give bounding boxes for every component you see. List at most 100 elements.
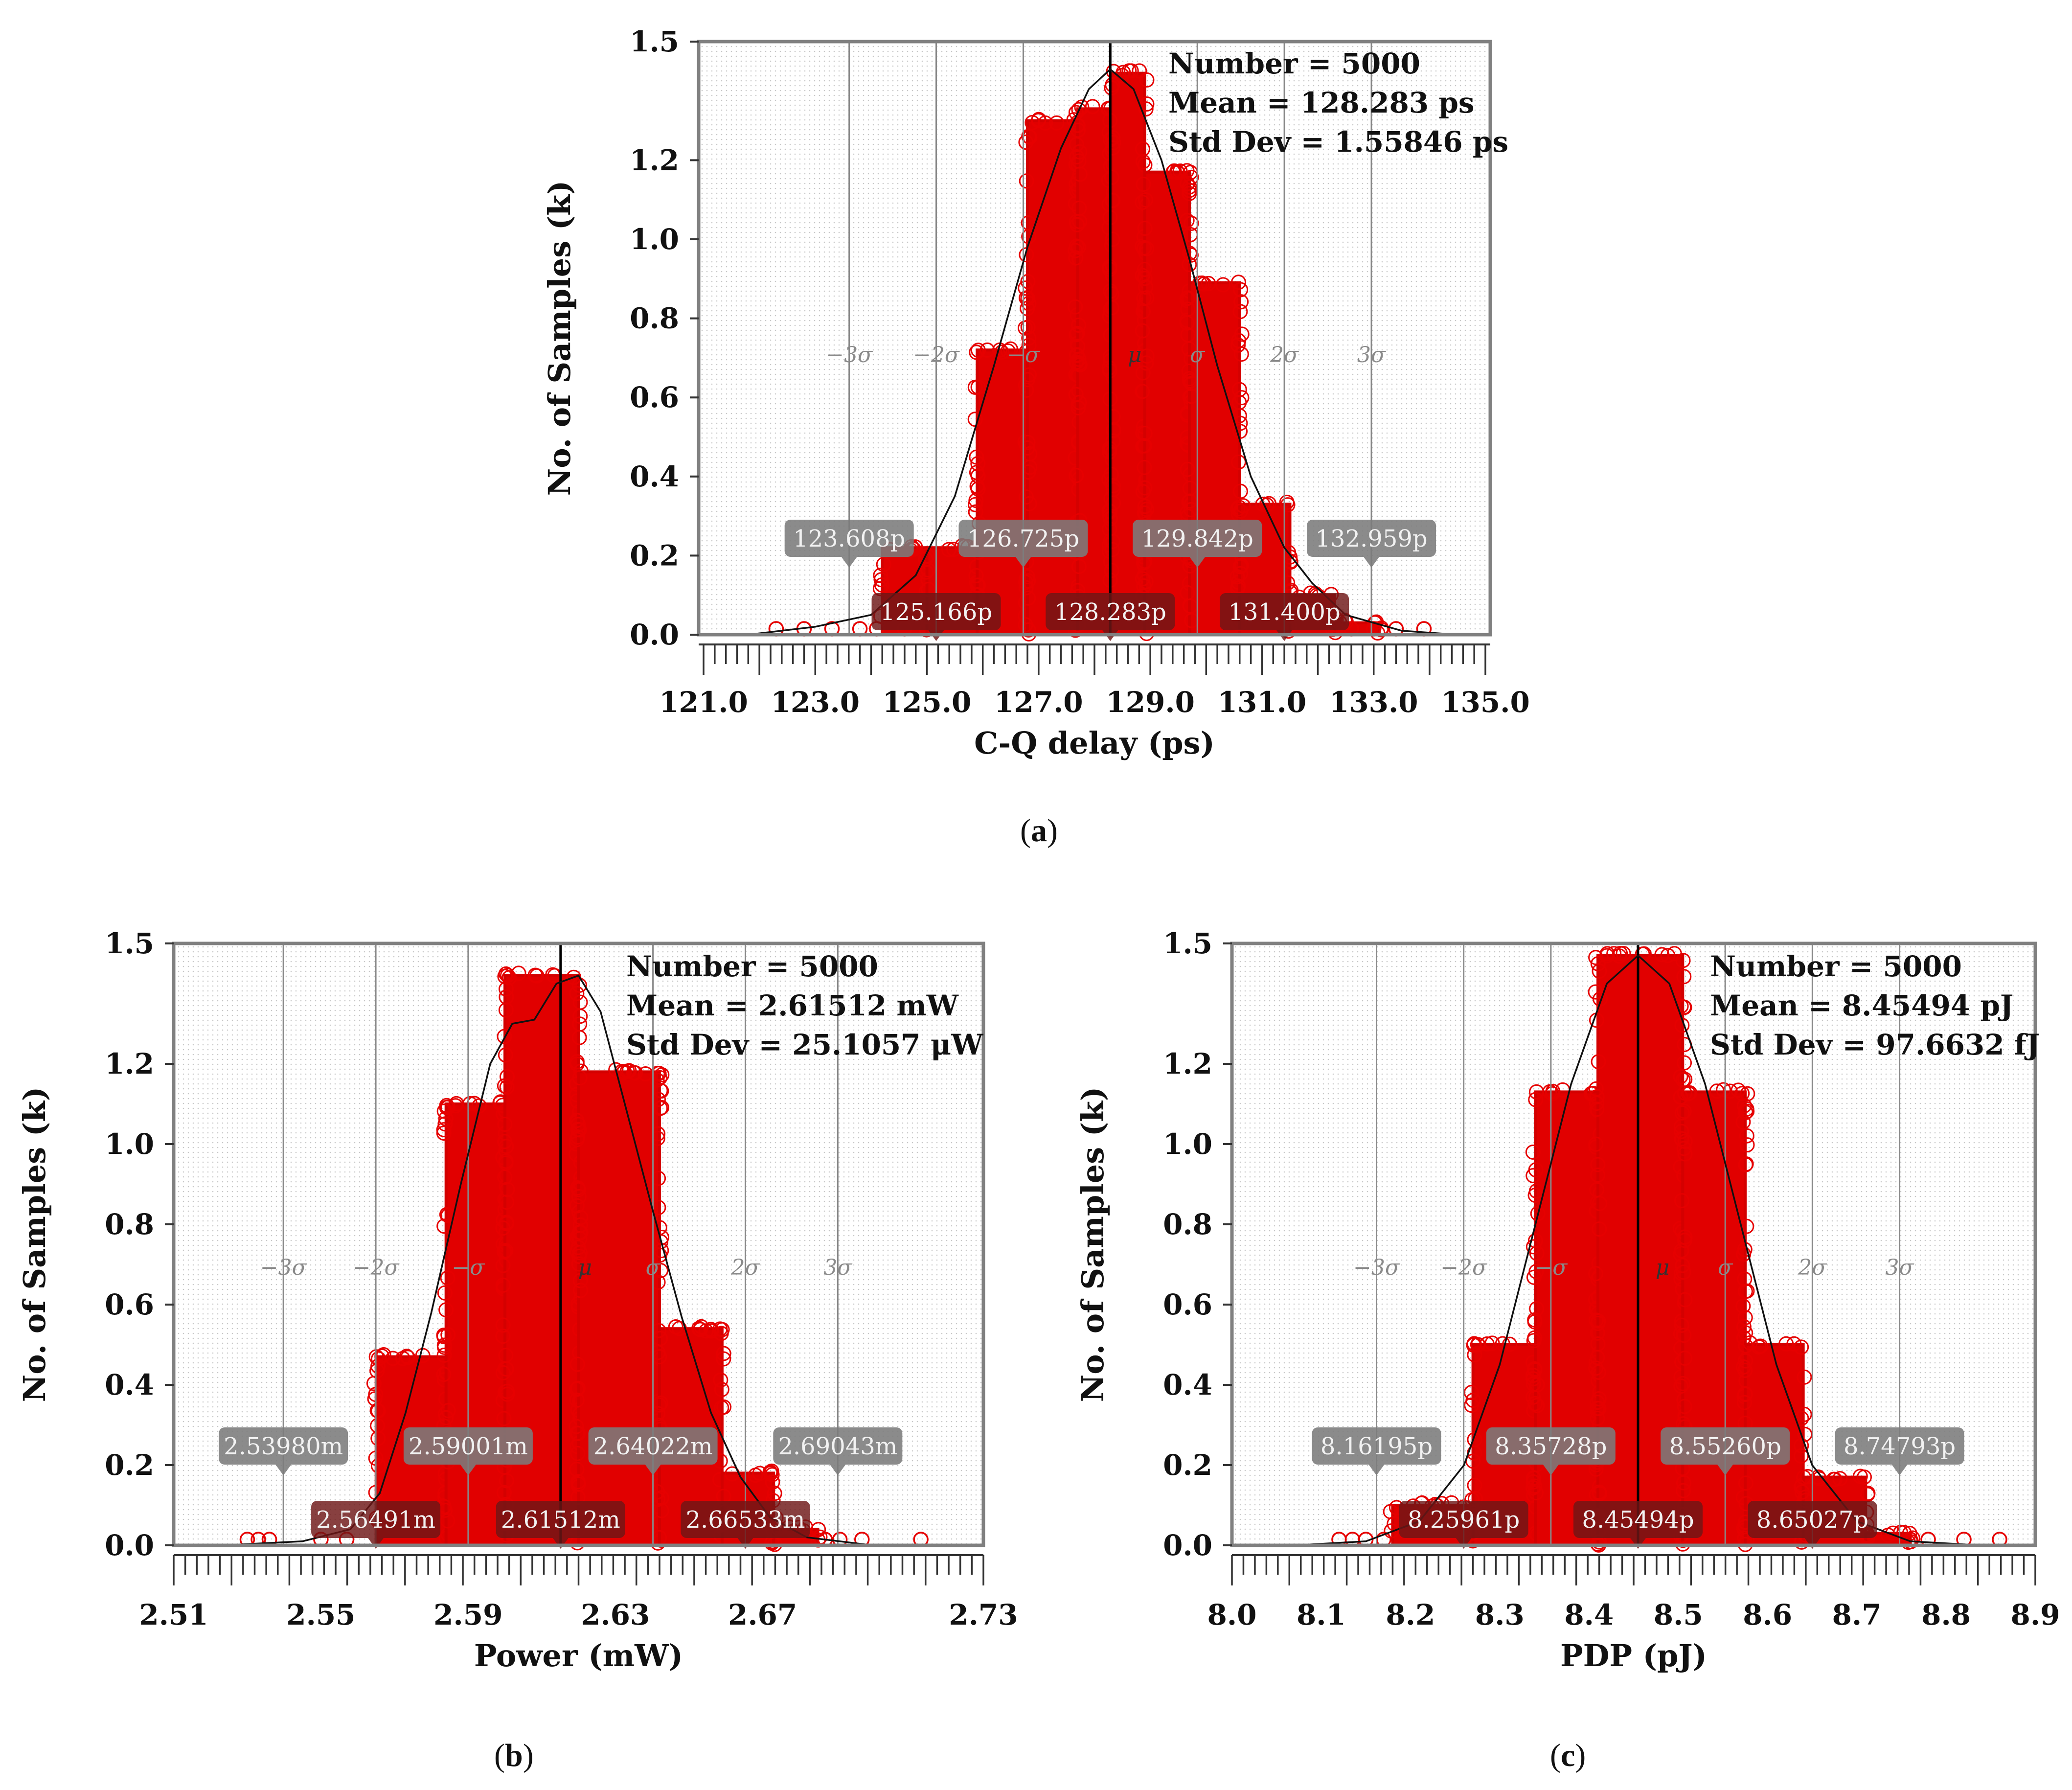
value-tag-pointer (368, 1538, 384, 1549)
sample-marker (1465, 1393, 1481, 1408)
sample-marker (1069, 468, 1084, 483)
x-tick-label: 8.6 (1743, 1598, 1792, 1631)
sample-marker (1591, 1364, 1606, 1380)
sample-marker (1105, 478, 1121, 494)
sample-marker (1525, 1367, 1541, 1383)
x-tick-label: 135.0 (1441, 686, 1530, 719)
sample-marker (1068, 243, 1083, 258)
sample-marker (650, 1092, 666, 1107)
sample-marker (497, 1078, 512, 1094)
sample-marker (1591, 1054, 1606, 1070)
sample-marker (1794, 1339, 1809, 1355)
value-tag-box (1046, 593, 1175, 630)
y-tick-label: 0.2 (105, 1448, 154, 1482)
sample-marker (1796, 1469, 1812, 1485)
sample-marker (1215, 277, 1231, 293)
value-tag-box (958, 520, 1088, 557)
sample-marker (1230, 337, 1246, 353)
value-tag-pointer (830, 1465, 846, 1475)
stats-line-2: Std Dev = 97.6632 fJ (1710, 1028, 2040, 1061)
y-tick-label: 1.5 (1163, 927, 1212, 960)
sample-marker (1674, 1243, 1689, 1259)
sample-marker (1677, 1233, 1692, 1248)
y-tick-label: 0.2 (1163, 1448, 1212, 1482)
value-tag-box (1486, 1427, 1616, 1465)
sigma-label-3: μ (1656, 1255, 1670, 1280)
sample-marker (1106, 135, 1121, 150)
sample-marker (569, 1462, 585, 1477)
panel-label-a: (a) (1020, 813, 1058, 849)
sample-marker (1230, 569, 1245, 585)
sigma-label-5: 2σ (1270, 343, 1299, 367)
sample-marker (1826, 1471, 1842, 1487)
sample-marker (1231, 454, 1247, 470)
sample-marker (968, 504, 983, 520)
sample-marker (1182, 185, 1197, 201)
value-tag-pointer (1891, 1465, 1908, 1475)
value-tag-box (311, 1501, 441, 1538)
sample-marker (569, 1419, 584, 1434)
sample-marker (571, 1248, 587, 1264)
sample-marker (436, 1328, 452, 1343)
sample-marker (650, 1274, 666, 1290)
value-tag-4: 2.64022m (588, 1427, 718, 1475)
sample-marker (1138, 502, 1154, 517)
sample-marker (1786, 1336, 1802, 1352)
value-tag-4: 129.842p (1133, 520, 1262, 568)
stats-line-1: Mean = 2.61512 mW (626, 989, 959, 1022)
stats-line-0: Number = 5000 (626, 950, 878, 983)
sample-marker (1232, 566, 1248, 581)
x-tick-label: 8.8 (1921, 1598, 1971, 1631)
sample-marker (1591, 1391, 1607, 1406)
sample-marker (499, 1216, 514, 1232)
sample-marker (436, 1103, 452, 1119)
sample-marker (1739, 1137, 1755, 1153)
sample-marker (873, 572, 889, 588)
sample-marker (370, 1403, 386, 1419)
x-axis-title: C-Q delay (ps) (974, 725, 1215, 761)
y-tick-label: 0.0 (1163, 1529, 1212, 1562)
value-tag-5: 2.66533m (681, 1501, 810, 1549)
value-tag-6: 8.74793p (1835, 1427, 1964, 1475)
sample-marker (436, 1347, 452, 1363)
sample-marker (1592, 1221, 1607, 1237)
sample-marker (495, 1258, 511, 1273)
value-tag-text: 129.842p (1141, 525, 1253, 552)
value-tag-pointer (737, 1538, 753, 1549)
sigma-label-1: −2σ (1440, 1255, 1488, 1280)
value-tag-4: 8.55260p (1661, 1427, 1790, 1475)
value-tag-text: 8.74793p (1844, 1433, 1956, 1460)
sample-marker (1071, 559, 1087, 574)
sample-marker (440, 1513, 455, 1529)
sample-marker (1856, 1469, 1872, 1485)
sample-marker (650, 1492, 666, 1507)
sample-marker (1588, 1360, 1604, 1376)
sample-marker (571, 1189, 587, 1205)
sample-marker (1590, 1336, 1606, 1352)
sample-marker (1675, 953, 1691, 968)
x-axis-title: PDP (pJ) (1560, 1638, 1707, 1674)
sample-marker (1588, 1081, 1604, 1097)
sample-marker (1737, 1395, 1753, 1410)
sample-marker (1673, 1069, 1688, 1084)
value-tag-text: 126.725p (967, 525, 1079, 552)
value-tag-text: 8.35728p (1495, 1433, 1607, 1460)
sample-marker (1592, 1486, 1607, 1501)
stats-line-0: Number = 5000 (1168, 47, 1420, 80)
value-tag-pointer (275, 1465, 292, 1475)
sample-marker (1232, 304, 1248, 320)
sample-marker (395, 1351, 410, 1366)
sigma-label-6: 3σ (1357, 343, 1387, 367)
plot-frame (172, 941, 985, 1547)
stats-line-1: Mean = 128.283 ps (1168, 86, 1475, 119)
value-tag-0: 8.16195p (1312, 1427, 1441, 1475)
y-tick-label: 0.4 (105, 1368, 154, 1401)
sample-marker (1588, 1136, 1604, 1152)
sample-marker (1676, 969, 1692, 985)
fit-curve (221, 974, 873, 1546)
x-tick-label: 8.1 (1297, 1598, 1346, 1631)
value-tag-pointer (1189, 557, 1206, 568)
sample-marker (1740, 1086, 1755, 1102)
sample-marker (1192, 275, 1207, 291)
sample-marker (969, 577, 985, 593)
